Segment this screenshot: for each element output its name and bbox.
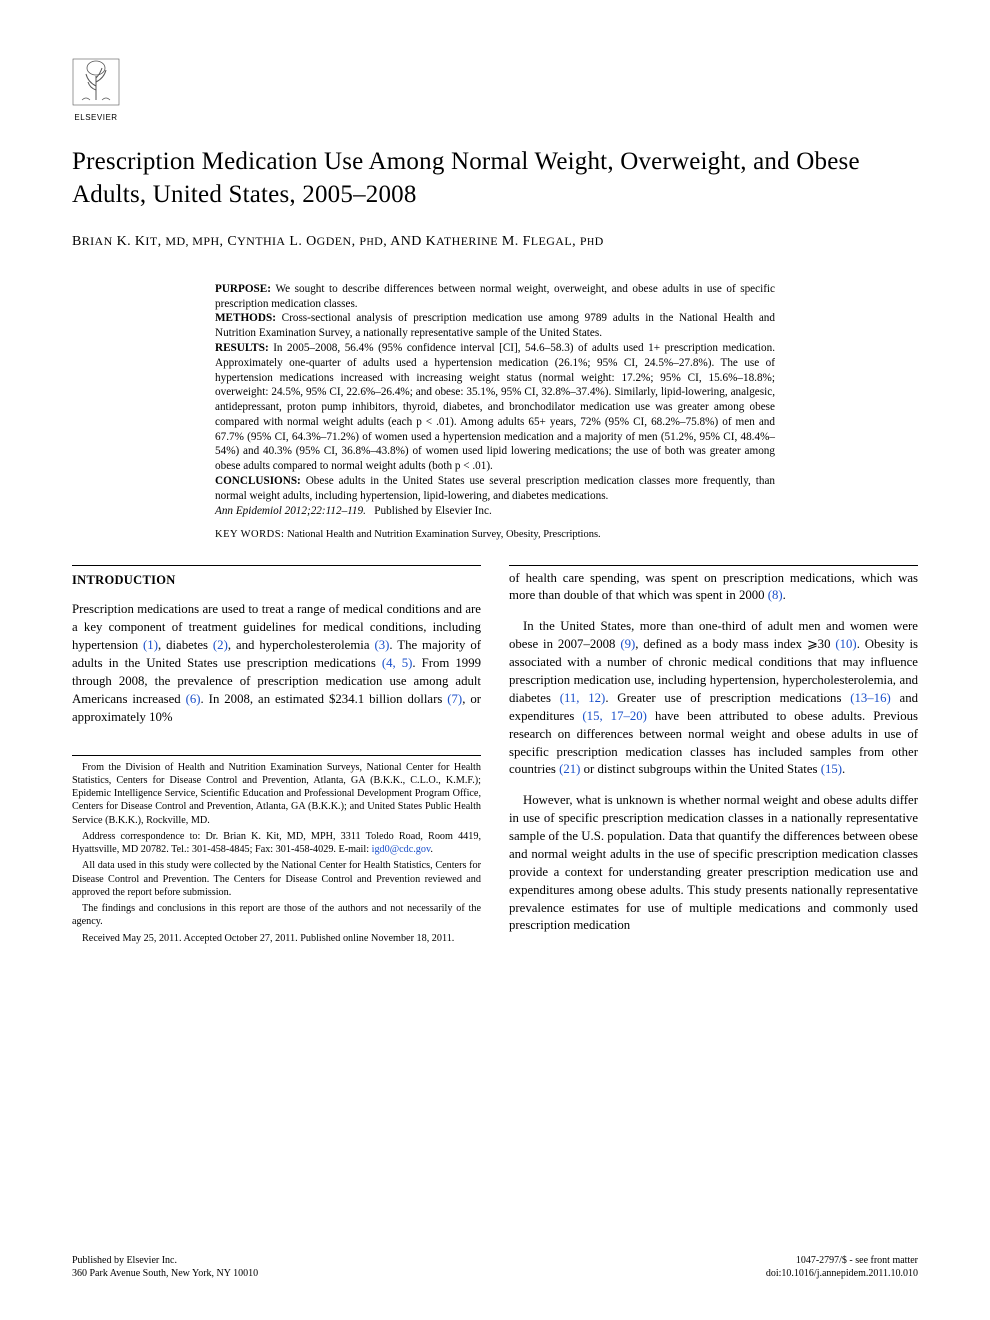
- ref-link[interactable]: (15): [821, 762, 842, 776]
- abstract-results-label: RESULTS:: [215, 342, 269, 354]
- email-link[interactable]: igd0@cdc.gov: [372, 844, 431, 855]
- abstract-results: In 2005–2008, 56.4% (95% confidence inte…: [215, 342, 775, 472]
- author-name: BRIAN K. KIT: [72, 234, 158, 249]
- ref-link[interactable]: (15, 17–20): [582, 709, 647, 723]
- footnote-correspondence: Address correspondence to: Dr. Brian K. …: [72, 830, 481, 857]
- ref-link[interactable]: (10): [835, 637, 856, 651]
- author-name: KATHERINE M. FLEGAL: [426, 234, 572, 249]
- section-heading: INTRODUCTION: [72, 565, 481, 589]
- footer-left: Published by Elsevier Inc. 360 Park Aven…: [72, 1254, 258, 1280]
- body-paragraph: Prescription medications are used to tre…: [72, 601, 481, 726]
- keywords-text: National Health and Nutrition Examinatio…: [287, 529, 601, 540]
- elsevier-tree-icon: [72, 58, 120, 106]
- keywords-label: KEY WORDS:: [215, 529, 284, 540]
- ref-link[interactable]: (3): [374, 638, 389, 652]
- publisher-logo: ELSEVIER: [72, 58, 120, 112]
- author-degree: MD, MPH: [165, 234, 219, 248]
- footer-doi: doi:10.1016/j.annepidem.2011.10.010: [766, 1268, 918, 1279]
- ref-link[interactable]: (4, 5): [382, 656, 413, 670]
- abstract-purpose-label: PURPOSE:: [215, 283, 271, 295]
- footer-address: 360 Park Avenue South, New York, NY 1001…: [72, 1268, 258, 1279]
- abstract-purpose: We sought to describe differences betwee…: [215, 283, 775, 310]
- ref-link[interactable]: (7): [447, 692, 462, 706]
- footer-issn: 1047-2797/$ - see front matter: [796, 1255, 918, 1266]
- ref-link[interactable]: (2): [213, 638, 228, 652]
- author-separator: AND: [390, 234, 422, 249]
- article-authors: BRIAN K. KIT, MD, MPH, CYNTHIA L. OGDEN,…: [72, 233, 918, 252]
- footnote-disclaimer: The findings and conclusions in this rep…: [72, 902, 481, 929]
- abstract-publisher-note: Published by Elsevier Inc.: [374, 505, 491, 517]
- column-left: INTRODUCTION Prescription medications ar…: [72, 565, 481, 948]
- article-page: ELSEVIER Prescription Medication Use Amo…: [0, 0, 990, 988]
- column-right: of health care spending, was spent on pr…: [509, 565, 918, 948]
- abstract-methods: Cross-sectional analysis of prescription…: [215, 312, 775, 339]
- ref-link[interactable]: (6): [186, 692, 201, 706]
- abstract: PURPOSE: We sought to describe differenc…: [215, 282, 775, 519]
- ref-link[interactable]: (11, 12): [560, 691, 606, 705]
- footer-publisher: Published by Elsevier Inc.: [72, 1255, 177, 1266]
- abstract-citation: Ann Epidemiol 2012;22:112–119.: [215, 505, 366, 517]
- author-degree: PHD: [359, 234, 383, 248]
- footnote-affiliation: From the Division of Health and Nutritio…: [72, 761, 481, 827]
- ref-link[interactable]: (21): [559, 762, 580, 776]
- ref-link[interactable]: (13–16): [850, 691, 891, 705]
- footnotes: From the Division of Health and Nutritio…: [72, 755, 481, 945]
- page-footer: Published by Elsevier Inc. 360 Park Aven…: [72, 1254, 918, 1280]
- abstract-methods-label: METHODS:: [215, 312, 276, 324]
- footer-right: 1047-2797/$ - see front matter doi:10.10…: [766, 1254, 918, 1280]
- ref-link[interactable]: (1): [143, 638, 158, 652]
- author-name: CYNTHIA L. OGDEN: [227, 234, 351, 249]
- publisher-logo-label: ELSEVIER: [72, 113, 120, 124]
- author-degree: PHD: [580, 234, 604, 248]
- keywords-block: KEY WORDS: National Health and Nutrition…: [215, 528, 775, 542]
- footnote-data: All data used in this study were collect…: [72, 859, 481, 899]
- body-columns: INTRODUCTION Prescription medications ar…: [72, 565, 918, 948]
- ref-link[interactable]: (8): [768, 588, 783, 602]
- ref-link[interactable]: (9): [620, 637, 635, 651]
- article-title: Prescription Medication Use Among Normal…: [72, 146, 918, 211]
- body-paragraph: However, what is unknown is whether norm…: [509, 792, 918, 935]
- footnote-dates: Received May 25, 2011. Accepted October …: [72, 932, 481, 945]
- body-paragraph: of health care spending, was spent on pr…: [509, 570, 918, 606]
- abstract-conclusions-label: CONCLUSIONS:: [215, 475, 301, 487]
- body-paragraph: In the United States, more than one-thir…: [509, 618, 918, 779]
